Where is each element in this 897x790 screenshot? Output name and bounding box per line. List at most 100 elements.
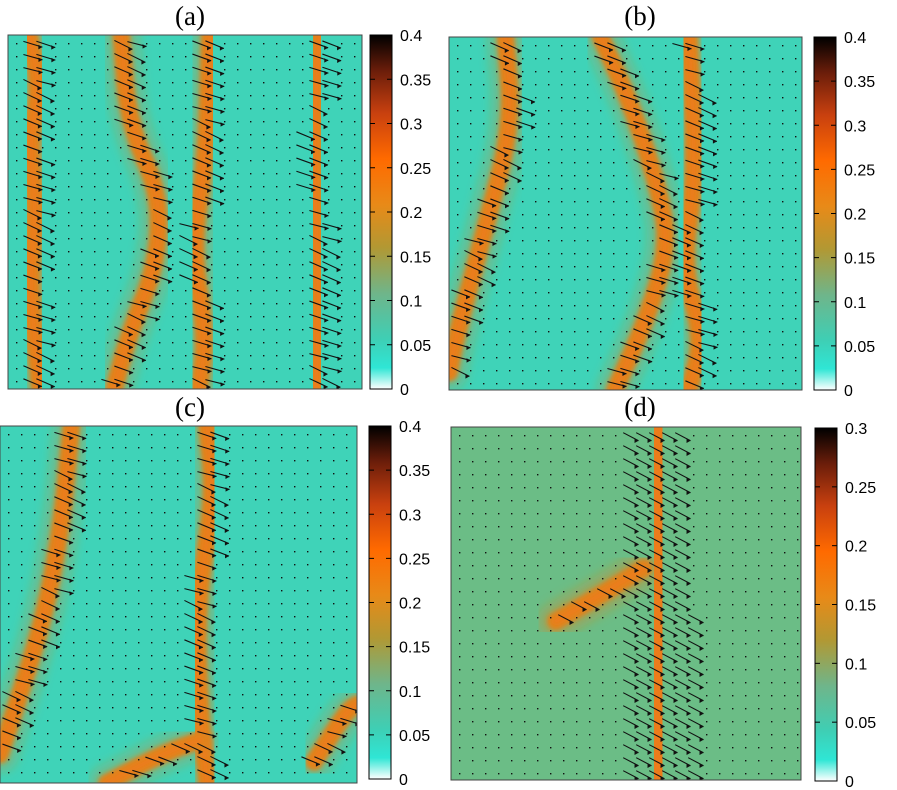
arrow-head (634, 464, 639, 469)
arrow-head (50, 111, 55, 117)
vector-dot (745, 526, 747, 528)
vector-dot (485, 617, 487, 619)
vector-dot (47, 733, 49, 735)
colorbar-tick-label: 0.3 (399, 507, 421, 524)
vector-dot (576, 513, 578, 515)
vector-dot (576, 500, 578, 502)
arrow-head (155, 149, 160, 154)
vector-dot (307, 538, 309, 540)
vector-dot (561, 149, 563, 151)
vector-dot (782, 305, 784, 307)
arrow-head (50, 254, 55, 259)
vector-dot (470, 97, 472, 99)
vector-dot (107, 264, 109, 266)
vector-dot (600, 305, 602, 307)
vector-dot (68, 160, 70, 162)
arrow-head (207, 201, 212, 206)
vector-dot (459, 487, 461, 489)
vector-dot (730, 149, 732, 151)
vector-dot (600, 266, 602, 268)
arrow-head (207, 343, 212, 349)
arrow-head (129, 357, 134, 363)
vector-dot (333, 512, 335, 514)
arrow-head (168, 200, 173, 205)
arrow-head (160, 761, 165, 767)
vector-dot (151, 772, 153, 774)
vector-dot (263, 329, 265, 331)
vector-dot (346, 772, 348, 774)
vector-dot (268, 694, 270, 696)
vector-dot (289, 251, 291, 253)
vector-dot (333, 642, 335, 644)
arrow-head (660, 334, 665, 339)
vector-dot (600, 84, 602, 86)
arrow-head (700, 294, 705, 299)
vector-dot (485, 526, 487, 528)
arrow-head (142, 44, 147, 49)
vector-dot (229, 473, 231, 475)
vector-dot (483, 331, 485, 333)
arrow-head (324, 343, 329, 349)
vector-dot (704, 266, 706, 268)
arrow-head (341, 750, 346, 755)
vector-dot (769, 123, 771, 125)
arrow-head (647, 672, 652, 677)
vector-dot (47, 655, 49, 657)
vector-dot (511, 747, 513, 749)
arrow-head (38, 136, 43, 142)
vector-dot (94, 108, 96, 110)
vector-dot (665, 331, 667, 333)
vector-dot (99, 746, 101, 748)
vector-dot (535, 71, 537, 73)
vector-dot (719, 708, 721, 710)
vector-dot (242, 434, 244, 436)
vector-dot (73, 616, 75, 618)
vector-dot (719, 461, 721, 463)
vector-dot (250, 82, 252, 84)
vector-dot (600, 240, 602, 242)
vector-dot (589, 682, 591, 684)
vector-dot (112, 434, 114, 436)
vector-dot (524, 656, 526, 658)
arrow-head (660, 516, 665, 521)
arrow-head (699, 633, 704, 638)
vector-dot (511, 513, 513, 515)
vector-dot (73, 590, 75, 592)
vector-dot (524, 695, 526, 697)
arrow-head (206, 137, 211, 143)
vector-dot (472, 760, 474, 762)
vector-dot (498, 617, 500, 619)
vector-dot (665, 344, 667, 346)
vector-dot (678, 331, 680, 333)
vector-dot (797, 643, 799, 645)
vector-dot (795, 84, 797, 86)
vector-dot (276, 82, 278, 84)
arrow-head (30, 669, 35, 675)
vector-dot (797, 630, 799, 632)
vector-dot (626, 240, 628, 242)
vector-dot (250, 56, 252, 58)
vector-dot (769, 45, 771, 47)
vector-dot (706, 656, 708, 658)
vector-dot (151, 512, 153, 514)
vector-dot (771, 487, 773, 489)
vector-dot (146, 56, 148, 58)
vector-dot (125, 551, 127, 553)
vector-dot (771, 721, 773, 723)
vector-dot (211, 238, 213, 240)
vector-dot (795, 123, 797, 125)
vector-dot (21, 525, 23, 527)
vector-dot (125, 538, 127, 540)
vector-dot (289, 277, 291, 279)
vector-dot (485, 461, 487, 463)
vector-dot (159, 56, 161, 58)
vector-dot (94, 82, 96, 84)
vector-dot (216, 616, 218, 618)
vector-dot (34, 473, 36, 475)
arrow-head (673, 581, 678, 586)
vector-dot (229, 733, 231, 735)
vector-dot (457, 266, 459, 268)
vector-dot (732, 734, 734, 736)
vector-dot (229, 603, 231, 605)
vector-dot (151, 486, 153, 488)
